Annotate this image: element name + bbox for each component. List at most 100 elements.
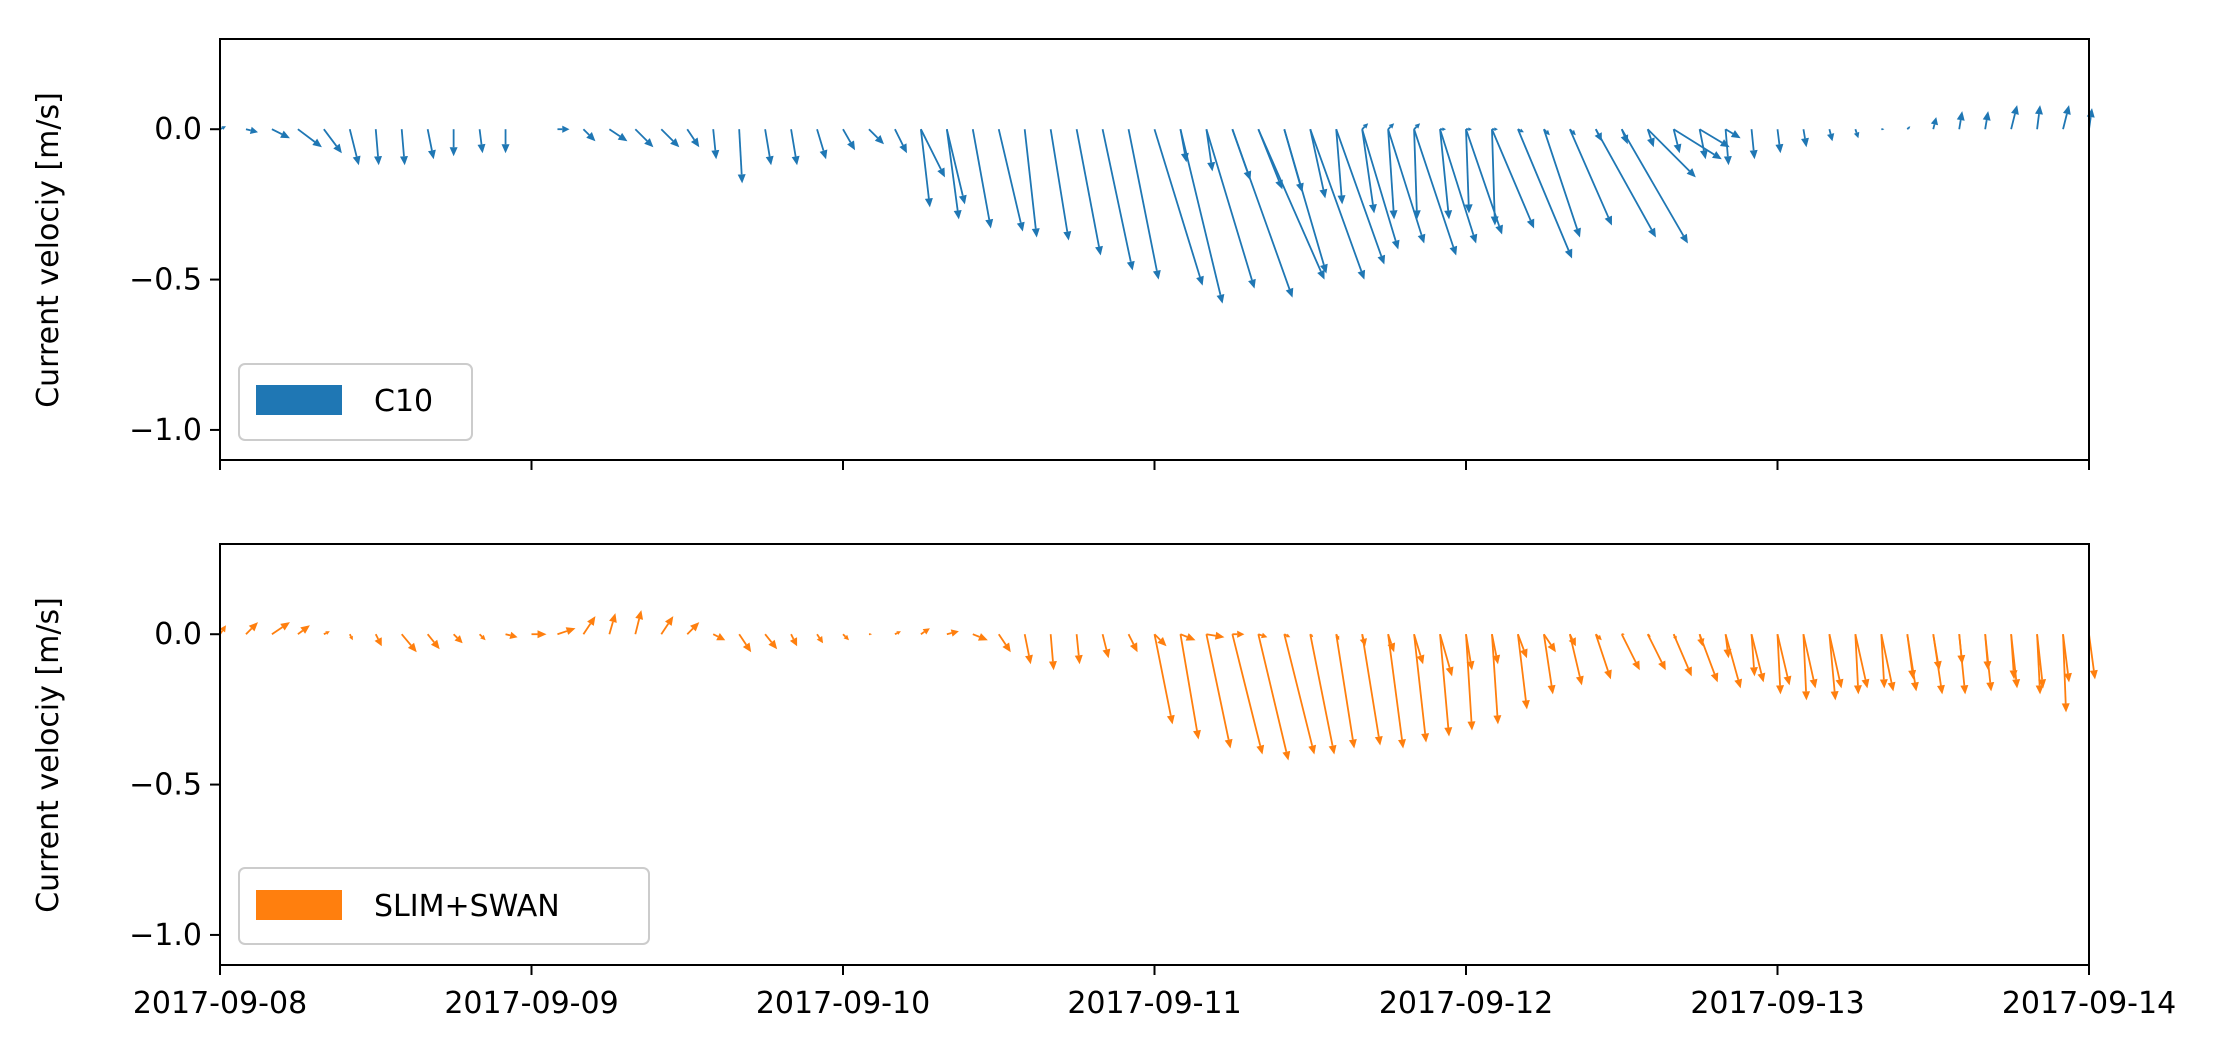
quiver-arrow bbox=[1257, 128, 1325, 280]
quiver-arrow bbox=[1853, 128, 1860, 139]
quiver-arrow bbox=[1335, 129, 1346, 205]
quiver-arrow bbox=[686, 128, 700, 148]
quiver-arrow bbox=[245, 126, 258, 135]
quiver-arrow bbox=[868, 633, 872, 636]
quiver-arrow bbox=[1439, 129, 1453, 220]
quiver-arrow bbox=[1439, 634, 1453, 737]
quiver-arrow bbox=[945, 129, 962, 220]
quiver-arrow bbox=[582, 616, 596, 635]
quiver-arrow bbox=[1206, 631, 1225, 640]
quiver-arrow bbox=[764, 633, 778, 650]
quiver-arrow bbox=[920, 128, 945, 178]
quiver-arrow bbox=[1854, 634, 1870, 689]
quiver-arrow bbox=[1439, 128, 1478, 244]
xtick-label: 2017-09-09 bbox=[444, 986, 618, 1021]
quiver-arrow bbox=[1646, 633, 1666, 671]
quiver-arrow bbox=[998, 633, 1011, 653]
quiver-arrow bbox=[1569, 128, 1612, 226]
quiver-arrow bbox=[1647, 128, 1696, 178]
quiver-arrow bbox=[1491, 634, 1502, 725]
quiver-arrow bbox=[1127, 129, 1161, 280]
quiver-arrow bbox=[945, 129, 967, 205]
quiver-arrow bbox=[842, 633, 850, 641]
quiver-arrow bbox=[271, 622, 290, 635]
quiver-arrow bbox=[1568, 634, 1584, 686]
quiver-arrow bbox=[712, 633, 726, 641]
panel-slim-swan-ylabel: Current velociy [m/s] bbox=[31, 597, 66, 913]
quiver-arrow bbox=[1646, 128, 1655, 148]
quiver-arrow bbox=[1466, 127, 1473, 132]
quiver-arrow bbox=[1387, 123, 1395, 130]
quiver-arrow bbox=[1465, 128, 1503, 235]
quiver-arrow bbox=[997, 129, 1025, 232]
quiver-arrow bbox=[1413, 634, 1430, 743]
ytick-label: −0.5 bbox=[129, 263, 202, 298]
quiver-arrow bbox=[1543, 128, 1550, 136]
quiver-arrow bbox=[1956, 111, 1965, 130]
legend-swatch bbox=[256, 385, 342, 415]
quiver-arrow bbox=[297, 625, 310, 635]
quiver-arrow bbox=[1543, 128, 1581, 238]
quiver-arrow bbox=[1698, 129, 1708, 160]
quiver-arrow bbox=[1283, 633, 1317, 755]
quiver-arrow bbox=[1049, 129, 1072, 241]
ytick-label: 0.0 bbox=[154, 112, 202, 147]
quiver-arrow bbox=[1101, 633, 1111, 659]
quiver-arrow bbox=[449, 129, 458, 157]
xtick-label: 2017-09-12 bbox=[1379, 986, 1553, 1021]
quiver-arrow bbox=[971, 129, 994, 229]
quiver-arrow bbox=[1828, 634, 1844, 689]
quiver-arrow bbox=[1023, 634, 1033, 665]
quiver-arrow bbox=[1153, 128, 1204, 286]
quiver-arrow bbox=[557, 125, 570, 133]
quiver-arrow bbox=[452, 633, 463, 644]
quiver-arrow bbox=[2010, 105, 2019, 130]
quiver-arrow bbox=[271, 128, 290, 139]
quiver-arrow bbox=[1801, 129, 1809, 148]
quiver-arrow bbox=[1853, 634, 1862, 695]
quiver-arrow bbox=[1881, 128, 1885, 131]
quiver-arrow bbox=[660, 128, 680, 148]
quiver-arrow bbox=[1802, 634, 1818, 689]
quiver-arrow bbox=[401, 633, 417, 653]
quiver-arrow bbox=[737, 129, 746, 184]
quiver-arrow bbox=[426, 633, 440, 650]
quiver-arrow bbox=[1335, 634, 1357, 749]
quiver-arrow bbox=[1048, 634, 1057, 671]
quiver-arrow bbox=[1724, 633, 1743, 689]
quiver-arrow bbox=[1361, 123, 1369, 130]
ytick-label: −1.0 bbox=[129, 413, 202, 448]
quiver-arrow bbox=[1698, 633, 1719, 683]
quiver-arrow bbox=[1283, 128, 1328, 274]
quiver-arrow bbox=[1725, 128, 1741, 139]
quiver-arrow bbox=[478, 633, 486, 641]
quiver-arrow bbox=[1413, 123, 1421, 130]
panel-c10: 0.0 −0.5 −1.0 Current velociy [m/s] C10 bbox=[31, 38, 2095, 470]
quiver-arrow bbox=[1594, 128, 1602, 142]
quiver-arrow bbox=[1620, 633, 1640, 671]
quiver-arrow bbox=[919, 129, 933, 208]
quiver-arrow bbox=[634, 128, 654, 148]
quiver-arrow bbox=[1827, 128, 1835, 142]
quiver-arrow bbox=[399, 129, 408, 166]
quiver-arrow bbox=[374, 633, 382, 647]
quiver-arrow bbox=[1387, 128, 1426, 244]
quiver-arrow bbox=[1179, 634, 1201, 740]
quiver-arrow bbox=[1517, 128, 1524, 133]
panel-c10-yticks: 0.0 −0.5 −1.0 bbox=[129, 112, 220, 448]
panel-c10-arrows bbox=[219, 105, 2095, 304]
quiver-arrow bbox=[1569, 128, 1576, 136]
quiver-arrow bbox=[1361, 129, 1377, 214]
quiver-arrow bbox=[894, 128, 907, 154]
quiver-arrow bbox=[2061, 634, 2070, 713]
quiver-arrow bbox=[1930, 117, 1939, 130]
quiver-arrow bbox=[2035, 105, 2043, 130]
quiver-arrow bbox=[323, 631, 330, 636]
quiver-arrow bbox=[1205, 634, 1233, 749]
quiver-arrow bbox=[1906, 126, 1911, 130]
quiver-arrow bbox=[1361, 128, 1400, 250]
xtick-label: 2017-09-11 bbox=[1067, 986, 1241, 1021]
quiver-arrow bbox=[1517, 128, 1573, 259]
quiver-arrow bbox=[608, 613, 617, 635]
quiver-arrow bbox=[1906, 634, 1919, 692]
